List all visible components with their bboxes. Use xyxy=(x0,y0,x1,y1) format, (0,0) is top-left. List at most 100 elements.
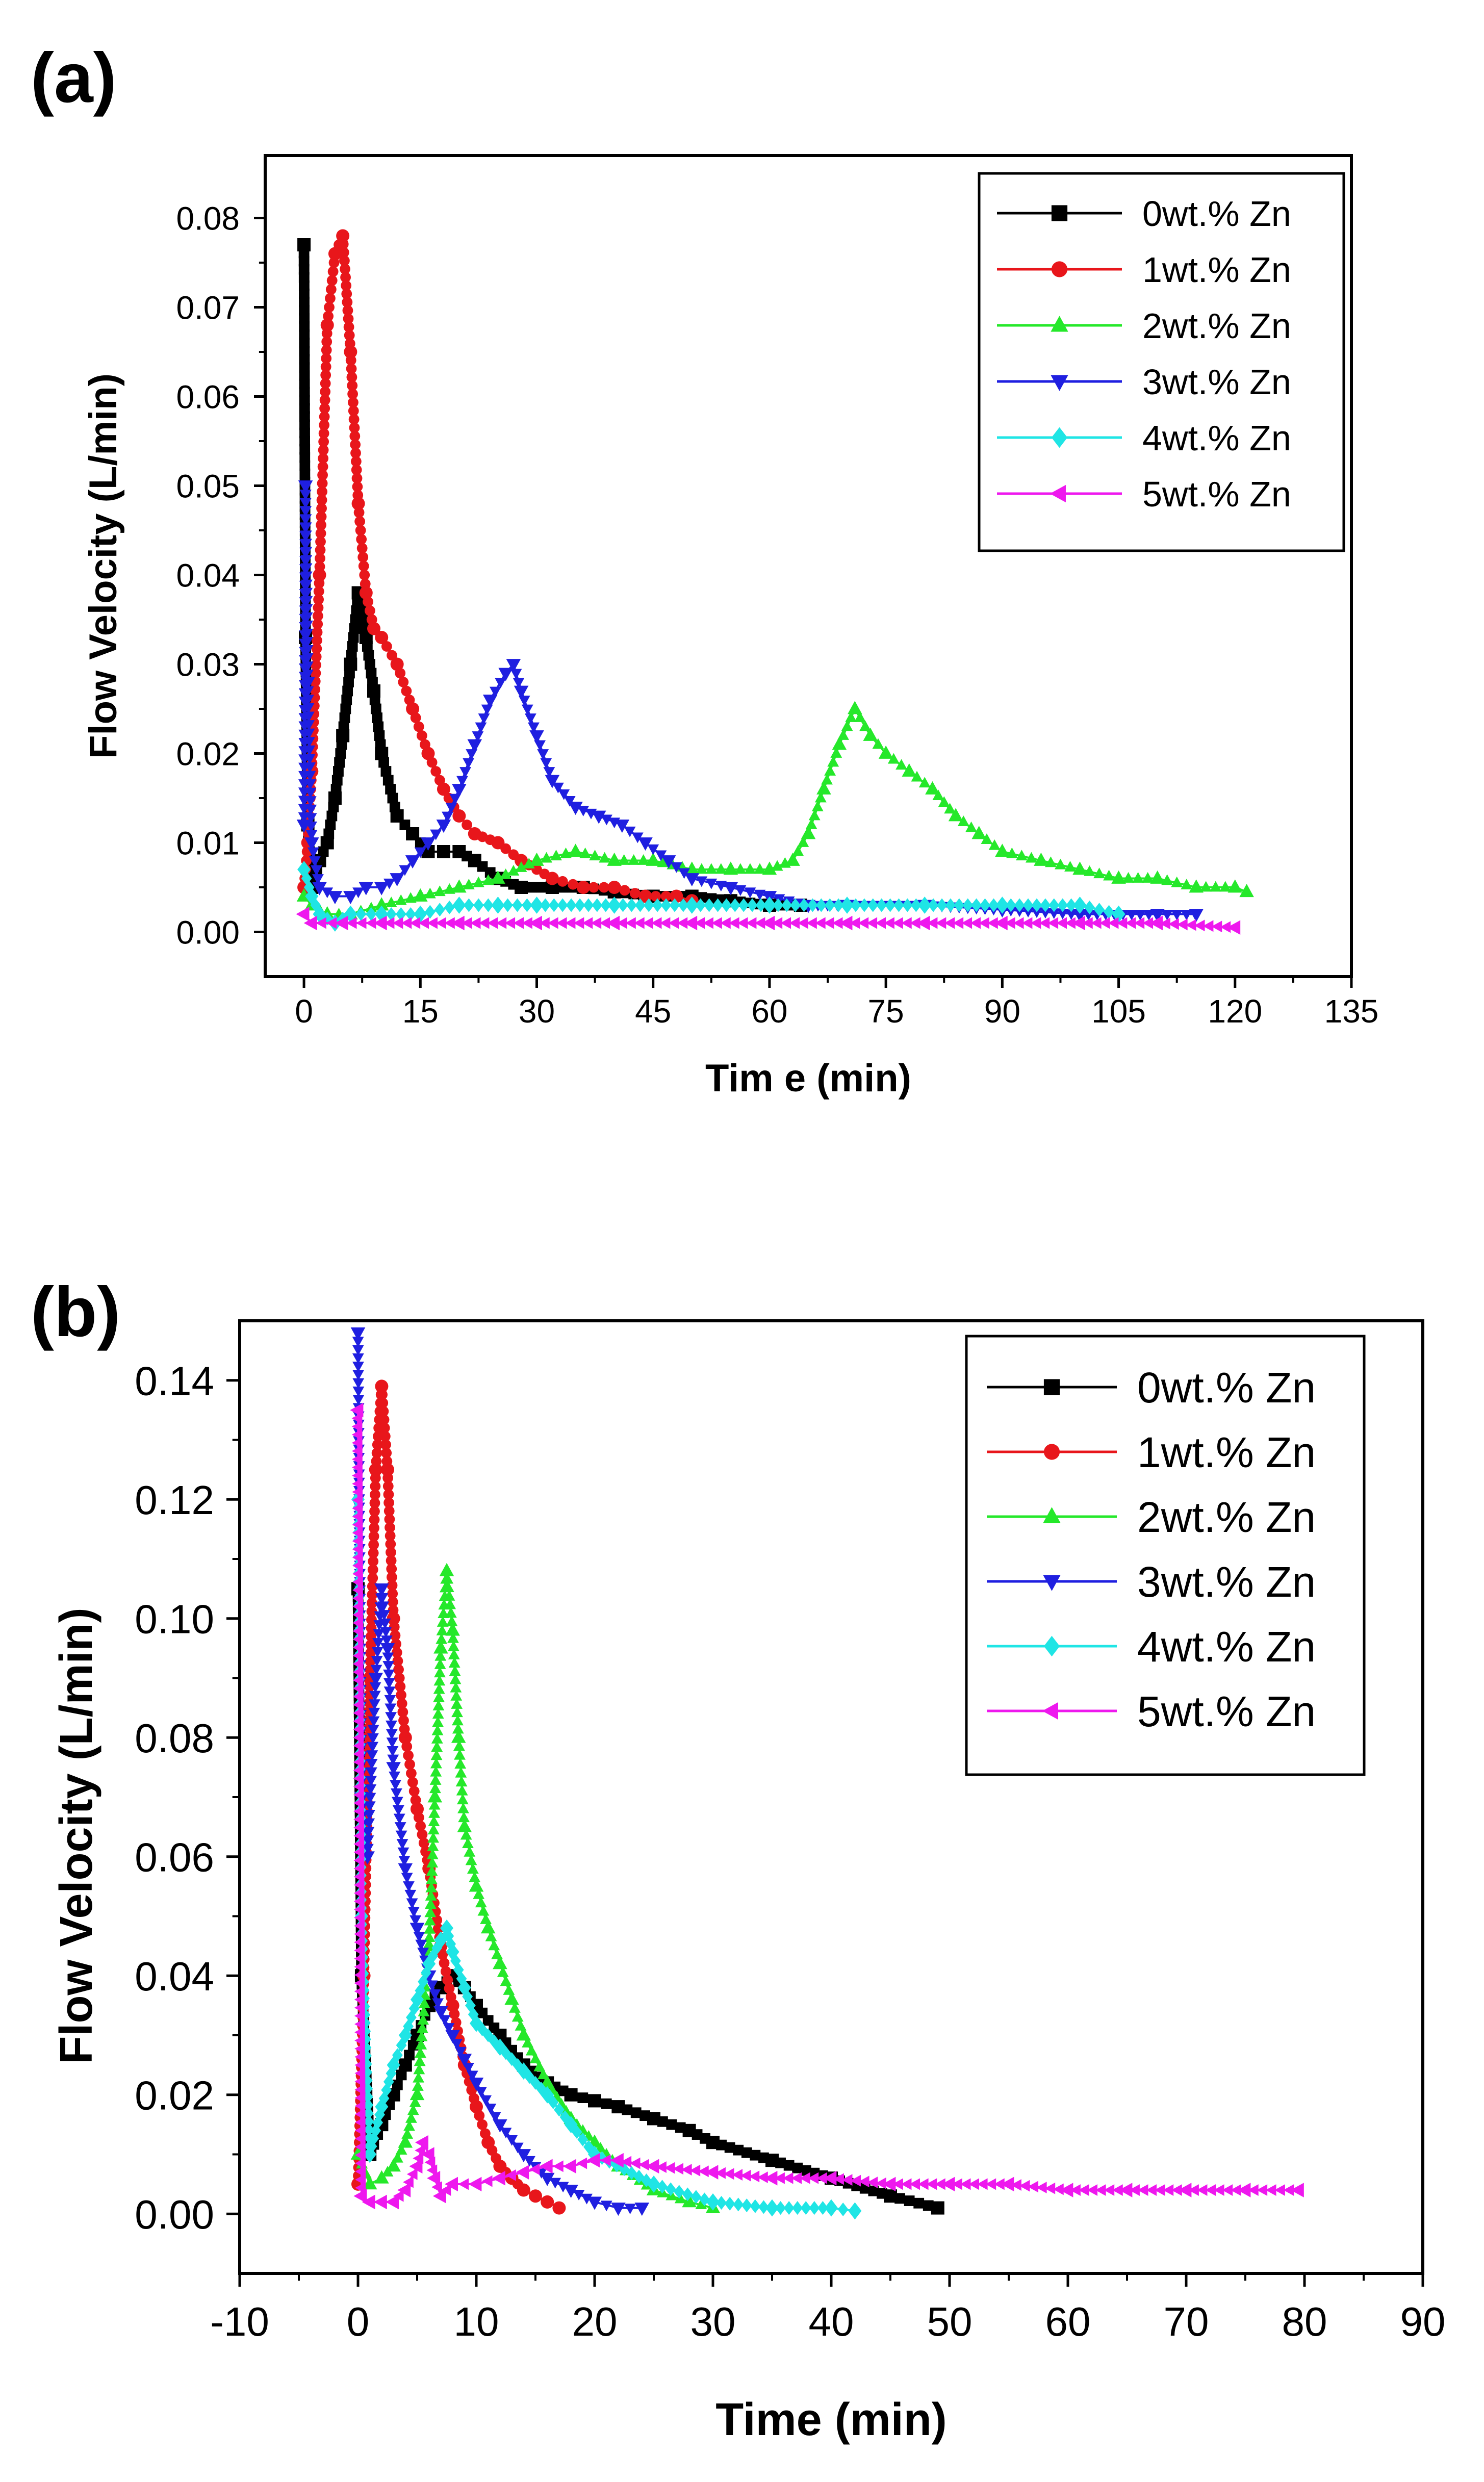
data-point xyxy=(397,1847,410,1858)
data-point xyxy=(428,1799,441,1810)
data-point xyxy=(980,898,990,912)
data-point xyxy=(715,863,727,874)
data-point xyxy=(303,728,315,739)
data-point xyxy=(385,1712,397,1723)
data-point xyxy=(370,703,381,714)
data-point xyxy=(392,1655,403,1667)
data-point xyxy=(397,1706,408,1718)
data-point xyxy=(373,2194,387,2210)
data-point xyxy=(299,346,310,356)
data-point xyxy=(415,2135,428,2150)
data-point xyxy=(398,1715,409,1726)
data-point xyxy=(375,631,389,644)
data-point xyxy=(439,1957,450,1968)
data-point xyxy=(448,1657,460,1668)
data-point xyxy=(398,1731,412,1745)
data-point xyxy=(371,1647,383,1658)
data-point xyxy=(312,882,327,895)
data-point xyxy=(774,2172,785,2184)
data-point xyxy=(521,704,533,715)
x-tick-label: -10 xyxy=(210,2299,269,2344)
data-point xyxy=(354,516,366,527)
data-point xyxy=(539,917,550,929)
data-point xyxy=(368,1716,380,1727)
x-tick-label: 15 xyxy=(402,993,439,1030)
data-point xyxy=(350,1327,366,1341)
data-point xyxy=(917,2178,929,2190)
panel-a-y-axis-title: Flow Velocity (L/min) xyxy=(82,373,125,759)
data-point xyxy=(657,2180,668,2194)
data-point xyxy=(607,897,621,914)
data-point xyxy=(455,1767,467,1778)
data-point xyxy=(367,1733,379,1744)
data-point xyxy=(299,288,310,299)
data-point xyxy=(970,917,981,929)
data-point xyxy=(392,917,403,929)
data-point xyxy=(399,865,411,876)
data-point xyxy=(1239,884,1254,898)
data-point xyxy=(1070,2184,1081,2196)
data-point xyxy=(426,1980,438,1991)
data-point xyxy=(638,2159,649,2171)
data-point xyxy=(529,852,544,866)
data-point xyxy=(412,2080,424,2091)
data-point xyxy=(500,1975,512,1986)
data-point xyxy=(379,1618,391,1629)
data-point xyxy=(390,873,404,887)
data-point xyxy=(393,2190,404,2202)
data-point xyxy=(391,1639,401,1650)
data-point xyxy=(458,1811,470,1823)
data-point xyxy=(354,2116,366,2129)
data-point xyxy=(334,757,345,768)
data-point xyxy=(1021,917,1033,929)
data-point xyxy=(390,1780,401,1791)
data-point xyxy=(732,2169,743,2181)
data-point xyxy=(362,2090,373,2104)
data-point xyxy=(850,2174,861,2187)
data-point xyxy=(550,850,562,861)
data-point xyxy=(343,313,354,324)
data-point xyxy=(446,1615,458,1626)
data-point xyxy=(369,1691,381,1702)
data-point xyxy=(386,1572,397,1583)
data-point xyxy=(987,917,998,929)
data-point xyxy=(515,861,527,872)
panel-b-x-axis-title: Time (min) xyxy=(715,2394,946,2445)
data-point xyxy=(773,894,785,905)
panel-b-y-axis-title: Flow Velocity (L/min) xyxy=(51,1607,102,2064)
data-point xyxy=(738,898,749,912)
data-point xyxy=(418,917,429,929)
data-point xyxy=(346,363,357,374)
data-point xyxy=(427,1840,439,1851)
data-point xyxy=(354,2108,366,2120)
data-point xyxy=(353,1805,364,1818)
data-point xyxy=(352,1519,363,1531)
data-point xyxy=(319,403,330,414)
data-point xyxy=(1220,921,1231,933)
data-point xyxy=(429,1782,441,1794)
data-point xyxy=(354,1920,365,1932)
data-point xyxy=(586,2153,600,2168)
data-point xyxy=(661,855,676,869)
data-point xyxy=(407,1777,418,1788)
data-point xyxy=(463,2062,474,2074)
data-point xyxy=(365,1648,376,1658)
data-point xyxy=(311,643,322,654)
y-tick-label: 0.06 xyxy=(135,1835,214,1880)
data-point xyxy=(574,898,585,912)
data-point xyxy=(531,864,542,875)
data-point xyxy=(415,1939,427,1951)
data-point xyxy=(457,2054,472,2067)
data-point xyxy=(554,2103,565,2117)
data-point xyxy=(368,2131,379,2145)
data-point xyxy=(433,885,446,897)
data-point xyxy=(366,668,377,679)
data-point xyxy=(690,2190,702,2204)
data-point xyxy=(652,898,663,912)
data-point xyxy=(299,468,311,479)
data-point xyxy=(363,1810,375,1821)
data-point xyxy=(349,623,360,634)
data-point xyxy=(444,900,455,914)
data-point xyxy=(392,1805,404,1816)
data-point xyxy=(353,1862,365,1875)
